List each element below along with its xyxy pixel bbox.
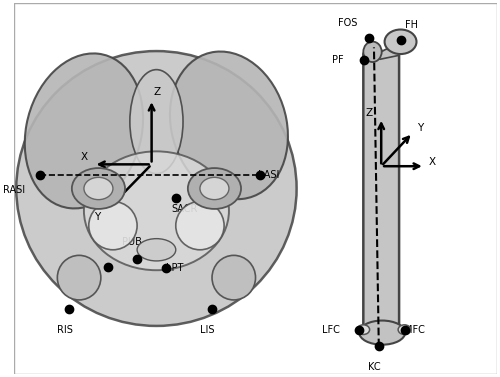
Ellipse shape — [359, 320, 405, 345]
Text: Z: Z — [366, 109, 372, 118]
Text: FH: FH — [404, 20, 417, 30]
Text: PUB: PUB — [122, 238, 142, 247]
Ellipse shape — [137, 239, 176, 261]
Ellipse shape — [58, 255, 101, 300]
Text: LPT: LPT — [166, 264, 184, 273]
Ellipse shape — [176, 201, 224, 250]
Text: Y: Y — [417, 123, 423, 133]
Circle shape — [72, 168, 125, 209]
Text: LASI: LASI — [258, 170, 280, 181]
Ellipse shape — [364, 41, 382, 62]
Ellipse shape — [130, 70, 183, 174]
Text: RIS: RIS — [56, 325, 72, 335]
Text: FOS: FOS — [338, 18, 357, 28]
Text: PF: PF — [332, 55, 344, 65]
Text: SACR: SACR — [172, 204, 198, 214]
Ellipse shape — [84, 151, 229, 270]
Ellipse shape — [16, 51, 296, 326]
Polygon shape — [372, 49, 400, 59]
Ellipse shape — [89, 201, 137, 250]
Text: RPT: RPT — [68, 262, 86, 271]
Circle shape — [188, 168, 241, 209]
Circle shape — [357, 325, 370, 334]
FancyBboxPatch shape — [364, 51, 399, 333]
Circle shape — [200, 177, 229, 200]
Text: X: X — [428, 157, 436, 167]
Text: Z: Z — [154, 87, 161, 97]
Text: X: X — [80, 152, 87, 162]
Circle shape — [398, 325, 410, 334]
Text: LIS: LIS — [200, 325, 214, 335]
Circle shape — [84, 177, 113, 200]
Text: LFC: LFC — [322, 325, 340, 335]
Text: MFC: MFC — [404, 325, 424, 335]
Text: RASI: RASI — [3, 185, 25, 195]
Text: KC: KC — [368, 362, 380, 372]
Circle shape — [384, 29, 416, 54]
Ellipse shape — [170, 52, 288, 199]
Ellipse shape — [25, 54, 143, 208]
Text: Y: Y — [94, 212, 100, 222]
Ellipse shape — [212, 255, 256, 300]
